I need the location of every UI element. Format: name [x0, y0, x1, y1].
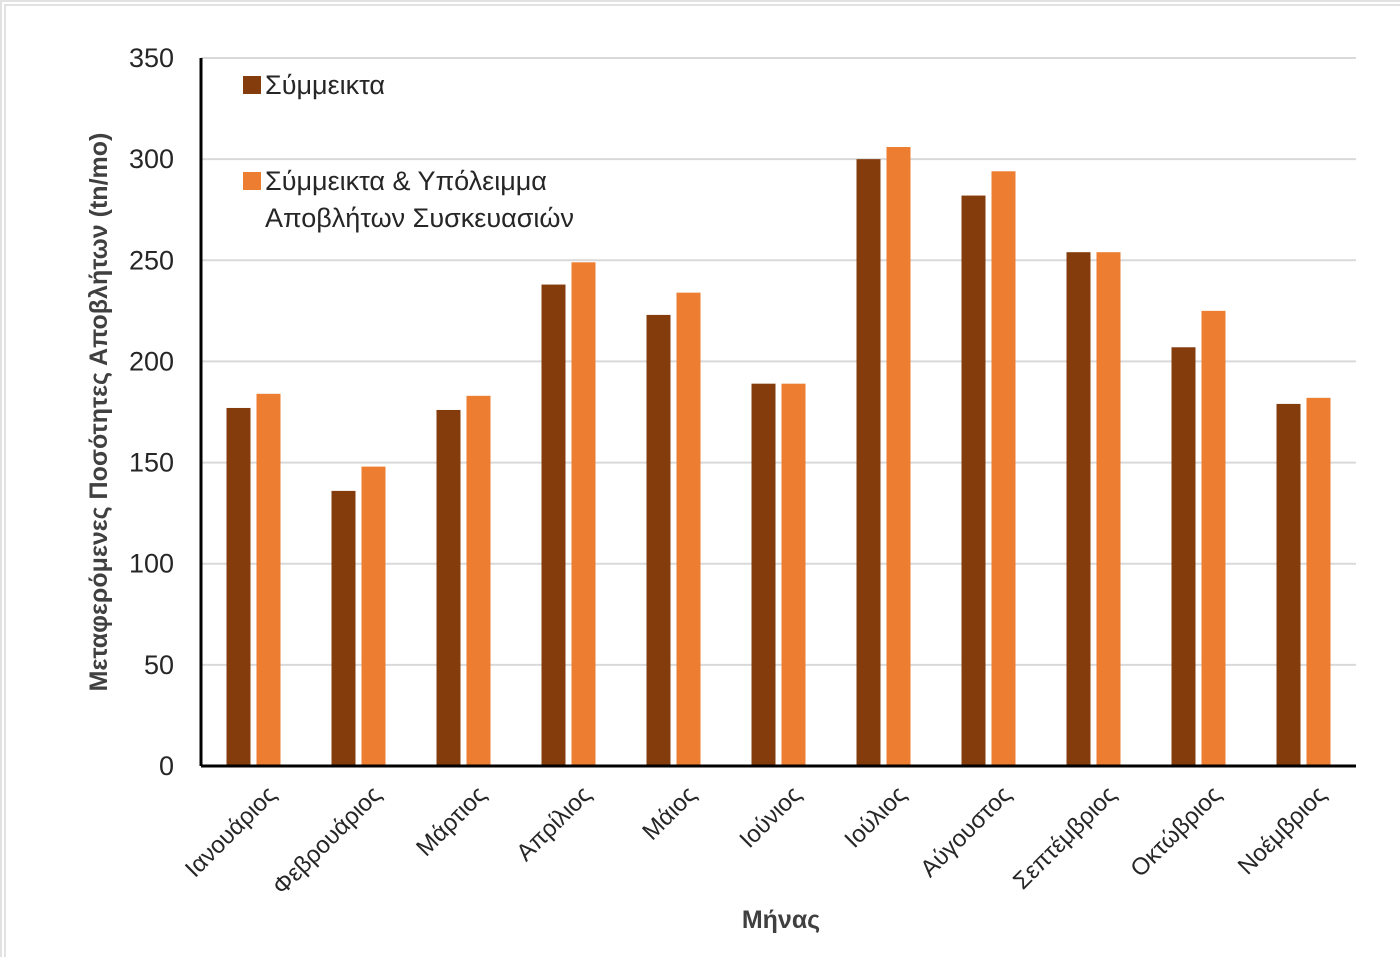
y-tick-label: 50: [144, 650, 174, 680]
y-tick-label: 150: [129, 448, 174, 478]
bar-series-2-9: [1096, 252, 1121, 767]
bar-series-2-1: [256, 393, 281, 766]
x-tick-label: Οκτώβριος: [1125, 781, 1226, 882]
y-tick-label: 100: [129, 549, 174, 579]
y-tick-label: 0: [159, 751, 174, 781]
x-tick-label: Απρίλιος: [511, 781, 596, 866]
bar-series-1-6: [751, 383, 776, 766]
bar-series-2-8: [991, 171, 1016, 766]
bar-series-1-1: [226, 407, 251, 766]
bar-series-2-11: [1306, 397, 1331, 766]
y-tick-label: 350: [129, 43, 174, 73]
bar-series-1-7: [856, 159, 881, 767]
bar-series-1-11: [1276, 403, 1301, 766]
y-tick-labels: 0 50 100 150 200 250 300 350: [129, 43, 174, 781]
x-tick-label: Μάρτιος: [411, 781, 492, 862]
bar-chart: 0 50 100 150 200 250 300 350 ΙανουάριοςΦεβρουάρ…: [85, 43, 1356, 934]
x-axis-title: Μήνας: [742, 906, 820, 934]
legend-label-series-1: Σύμμεικτα: [265, 70, 385, 100]
bar-series-2-5: [676, 292, 701, 766]
bar-series-2-7: [886, 147, 911, 766]
axes: [199, 58, 1356, 768]
bar-series-2-2: [361, 466, 386, 766]
bar-series-2-6: [781, 383, 806, 766]
legend-label-series-2-line-1: Σύμμεικτα & Υπόλειμμα: [265, 166, 547, 196]
x-tick-label: Μάιος: [637, 781, 701, 845]
x-tick-label: Ιανουάριος: [180, 781, 282, 883]
bar-series-2-3: [466, 395, 491, 766]
bar-series-1-9: [1066, 252, 1091, 767]
y-axis-title: Μεταφερόμενες Ποσότητες Αποβλήτων (tn/mo…: [85, 133, 113, 692]
legend-swatch-series-1: [243, 76, 261, 94]
x-tick-label: Αύγουστος: [915, 781, 1016, 882]
bar-series-2-4: [571, 262, 596, 766]
bar-series-1-2: [331, 490, 356, 766]
legend: Σύμμεικτα Σύμμεικτα & Υπόλειμμα Αποβλήτω…: [243, 70, 574, 233]
y-tick-label: 250: [129, 245, 174, 275]
bar-series-1-10: [1171, 347, 1196, 766]
bars: [226, 147, 1331, 767]
y-tick-label: 200: [129, 346, 174, 376]
x-tick-label: Νοέμβριος: [1233, 781, 1332, 880]
legend-swatch-series-2: [243, 172, 261, 190]
x-tick-label: Φεβρουάριος: [268, 781, 387, 900]
bar-series-1-5: [646, 314, 671, 766]
y-tick-label: 300: [129, 144, 174, 174]
gridlines: [201, 57, 1356, 666]
bar-series-1-4: [541, 284, 566, 766]
bar-series-2-10: [1201, 310, 1226, 766]
x-tick-label: Ιούλιος: [839, 781, 911, 853]
legend-label-series-2-line-2: Αποβλήτων Συσκευασιών: [265, 203, 574, 233]
x-tick-label: Ιούνιος: [734, 781, 806, 853]
x-tick-label: Σεπτέμβριος: [1008, 781, 1122, 895]
bar-series-1-8: [961, 195, 986, 766]
bar-series-1-3: [436, 409, 461, 766]
